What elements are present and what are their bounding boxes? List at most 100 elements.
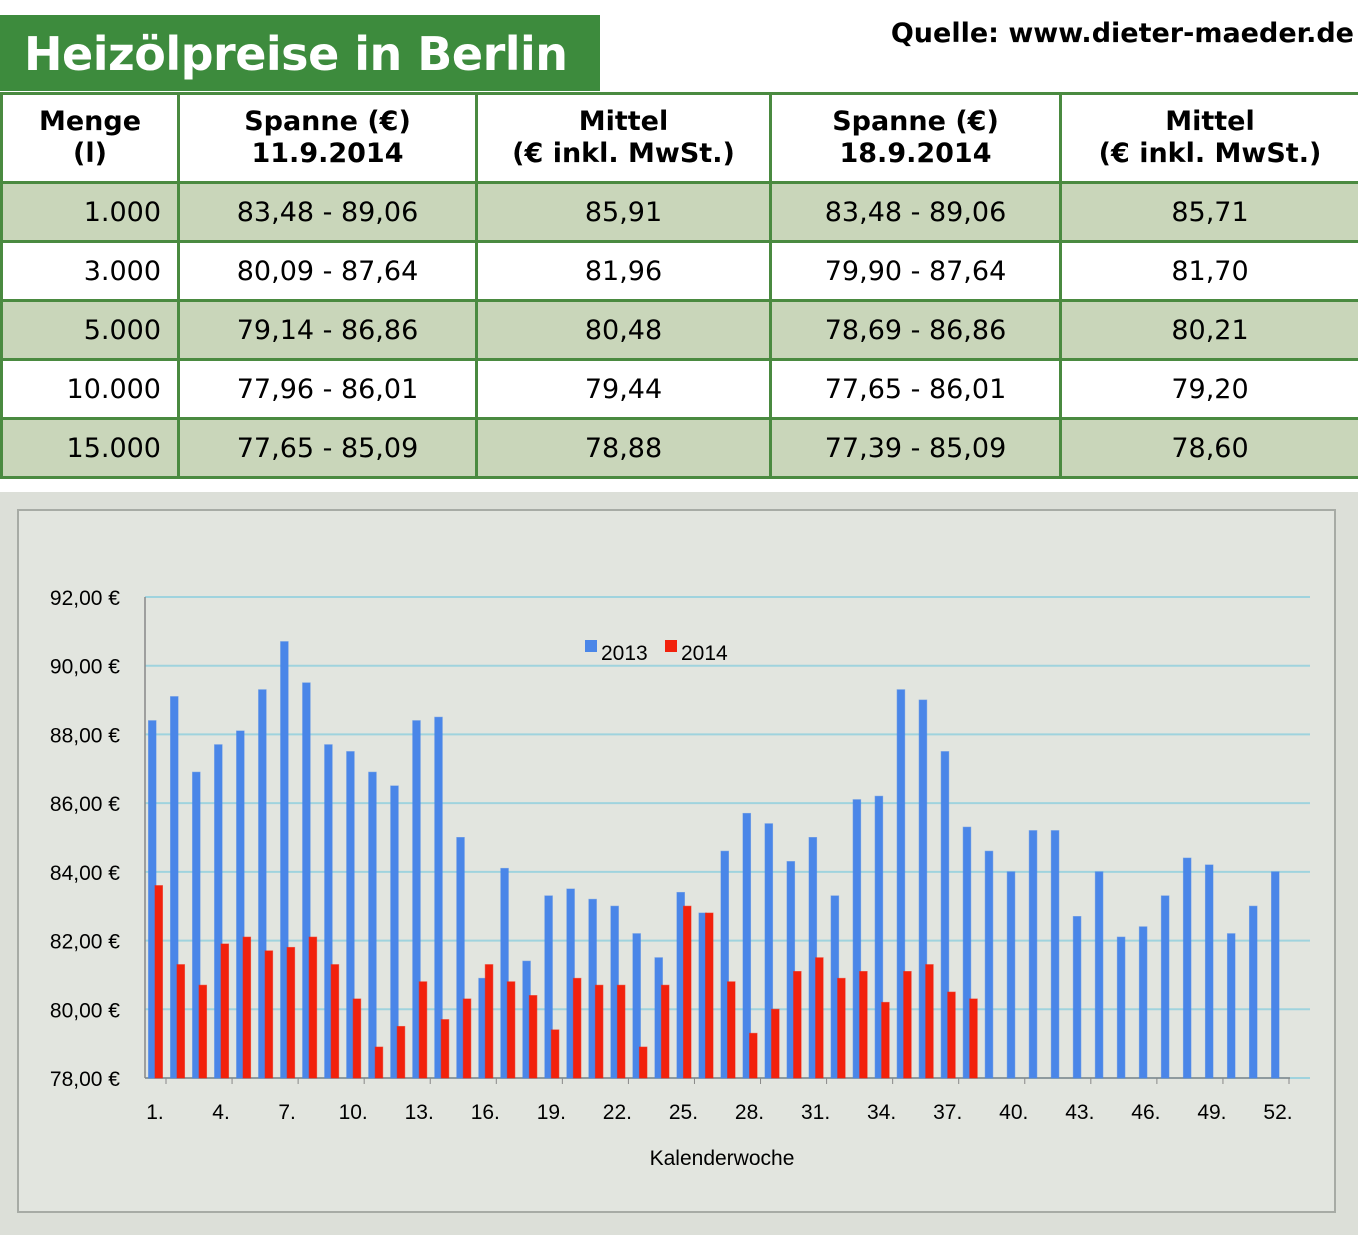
y-tick-label: 80,00 € [50, 999, 120, 1022]
bar [434, 716, 443, 1079]
bar [330, 964, 340, 1079]
column-header: Spanne (€) 11.9.2014 [177, 92, 478, 184]
bar [1138, 926, 1148, 1079]
bar [815, 957, 824, 1079]
bar [903, 970, 912, 1079]
bar [1248, 905, 1258, 1079]
bar [616, 984, 626, 1079]
bar [638, 1046, 648, 1079]
bar [418, 981, 428, 1079]
bar [220, 943, 230, 1079]
x-tick-label: 40. [999, 1101, 1028, 1124]
y-tick-label: 84,00 € [50, 862, 120, 885]
table-cell: 81,96 [475, 240, 772, 302]
bar [412, 720, 421, 1079]
bar [170, 696, 179, 1079]
bar [192, 771, 201, 1079]
x-tick-label: 19. [537, 1101, 566, 1124]
bar [1204, 864, 1214, 1079]
legend-swatch [585, 640, 597, 652]
table-row: 3.000 80,09 - 87,64 81,96 79,90 - 87,64 81,7… [0, 240, 1358, 302]
y-tick-label: 78,00 € [50, 1068, 120, 1091]
table-cell: 79,90 - 87,64 [769, 240, 1062, 302]
bar [1271, 871, 1280, 1079]
table-cell: 79,20 [1059, 358, 1358, 420]
bar [456, 837, 465, 1079]
bar [176, 964, 186, 1079]
header-line: 11.9.2014 [251, 138, 404, 169]
bar [793, 970, 802, 1079]
header-line: (€ inkl. MwSt.) [512, 138, 735, 169]
bar [302, 682, 311, 1079]
x-tick-label: 22. [603, 1101, 632, 1124]
table-row: 1.000 83,48 - 89,06 85,91 83,48 - 89,06 85,7… [0, 181, 1358, 243]
table-cell: 83,48 - 89,06 [769, 181, 1062, 243]
title: Heizölpreise in Berlin [24, 27, 568, 81]
price-table: Menge (l) Spanne (€) 11.9.2014 Mittel (€ inkl… [0, 92, 1358, 479]
bar [764, 823, 774, 1079]
table-cell: 78,88 [475, 417, 772, 479]
title-banner: Heizölpreise in Berlin [0, 15, 600, 91]
table-cell: 5.000 [0, 299, 180, 361]
table-cell: 78,60 [1059, 417, 1358, 479]
bar [1160, 895, 1170, 1079]
x-tick-label: 28. [735, 1101, 764, 1124]
table-cell: 10.000 [0, 358, 180, 420]
header-line: Spanne (€) [244, 106, 411, 137]
table-cell: 81,70 [1059, 240, 1358, 302]
bar [1116, 936, 1126, 1079]
bar [572, 977, 582, 1079]
header-line: 18.9.2014 [839, 138, 992, 169]
x-tick-label: 46. [1131, 1101, 1160, 1124]
bar [682, 905, 692, 1079]
bar [1028, 830, 1038, 1079]
bar [258, 689, 267, 1079]
table-row: 10.000 77,96 - 86,01 79,44 77,65 - 86,01 79,… [0, 358, 1358, 420]
bar [390, 785, 399, 1079]
legend-label: 2014 [681, 642, 728, 665]
bar [324, 744, 333, 1079]
bar [242, 936, 252, 1079]
header-line: Menge [38, 106, 142, 137]
bar [352, 998, 362, 1079]
bar [969, 998, 978, 1079]
y-tick-label: 90,00 € [50, 656, 120, 679]
legend-label: 2013 [601, 642, 648, 665]
bar [236, 730, 245, 1079]
bar [1050, 830, 1060, 1079]
bar [346, 751, 355, 1079]
bar [786, 861, 796, 1079]
bar [280, 641, 289, 1079]
x-tick-label: 4. [212, 1101, 230, 1124]
table-cell: 77,39 - 85,09 [769, 417, 1062, 479]
bar [727, 981, 736, 1079]
bar [837, 977, 846, 1079]
table-row: 5.000 79,14 - 86,86 80,48 78,69 - 86,86 80,2… [0, 299, 1358, 361]
table-row: 15.000 77,65 - 85,09 78,88 77,39 - 85,09 78,… [0, 417, 1358, 479]
bar [484, 964, 494, 1079]
table-cell: 3.000 [0, 240, 180, 302]
table-cell: 77,65 - 86,01 [769, 358, 1062, 420]
bar [984, 850, 994, 1079]
table-cell: 1.000 [0, 181, 180, 243]
bar [374, 1046, 384, 1079]
table-cell: 77,65 - 85,09 [177, 417, 478, 479]
chart: Kalenderwoche 78,00 € 80,00 € 82,00 € 84,00… [0, 492, 1358, 1235]
bar [528, 995, 538, 1079]
bar [660, 984, 670, 1079]
x-tick-label: 10. [339, 1101, 368, 1124]
bar [308, 936, 318, 1079]
bar [1094, 871, 1104, 1079]
bar [881, 1001, 890, 1079]
column-header: Mittel (€ inkl. MwSt.) [1059, 92, 1358, 184]
bar [962, 826, 972, 1079]
bar [1226, 933, 1236, 1079]
bar [286, 946, 296, 1079]
x-tick-label: 25. [669, 1101, 698, 1124]
bar [925, 964, 934, 1079]
legend-swatch [665, 640, 677, 652]
table-cell: 83,48 - 89,06 [177, 181, 478, 243]
table-cell: 78,69 - 86,86 [769, 299, 1062, 361]
column-header: Menge (l) [0, 92, 180, 184]
bar [632, 933, 641, 1079]
